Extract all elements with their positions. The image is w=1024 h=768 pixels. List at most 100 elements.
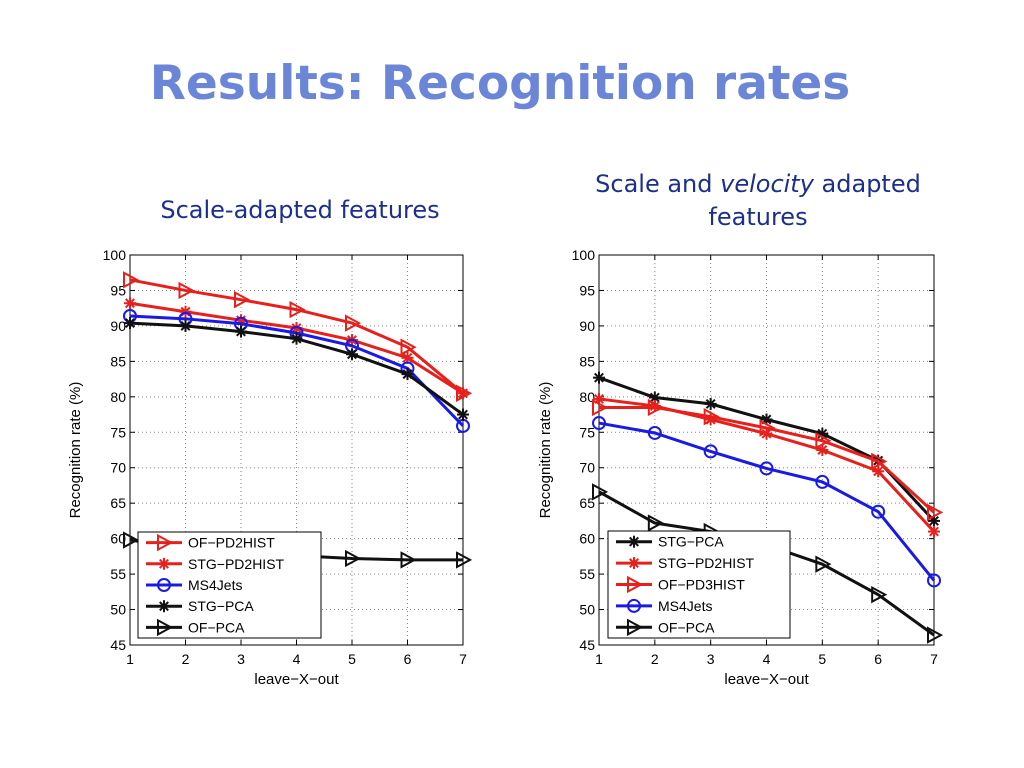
legend-marker	[627, 575, 644, 594]
x-axis-label: leave−X−out	[254, 671, 339, 688]
legend-marker	[628, 557, 640, 570]
right-title-prefix: Scale and	[595, 170, 721, 198]
x-tick-label: 1	[595, 651, 603, 667]
series-ms4jets	[592, 416, 941, 588]
data-point	[927, 503, 944, 522]
data-point	[759, 461, 774, 476]
legend-label: STG−PD2HIST	[658, 555, 755, 571]
y-tick-label: 70	[110, 460, 126, 476]
data-point	[927, 626, 944, 644]
legend-marker	[157, 578, 171, 592]
data-point	[457, 387, 469, 400]
x-tick-label: 2	[651, 651, 659, 667]
y-tick-label: 45	[110, 637, 126, 653]
data-point	[928, 525, 940, 538]
data-point	[815, 555, 832, 573]
y-tick-label: 70	[579, 460, 595, 476]
legend-marker	[158, 600, 170, 613]
data-point	[871, 585, 888, 604]
legend-label: OF−PCA	[658, 619, 715, 635]
data-point	[400, 338, 417, 356]
series-stg-pca	[124, 317, 469, 421]
data-point	[703, 407, 720, 426]
data-point	[871, 452, 888, 471]
x-tick-label: 7	[930, 651, 938, 667]
data-point	[456, 551, 473, 569]
y-tick-label: 55	[110, 566, 126, 582]
y-tick-label: 50	[110, 602, 126, 618]
right-title-suffix: adapted features	[708, 170, 921, 231]
data-point	[592, 483, 609, 501]
legend-marker	[628, 535, 640, 548]
series-of-pd2hist	[123, 271, 473, 402]
legend-marker	[627, 618, 644, 636]
data-point	[289, 300, 306, 319]
x-tick-label: 6	[874, 651, 882, 667]
x-tick-label: 3	[237, 651, 245, 667]
y-tick-label: 85	[579, 353, 595, 369]
y-tick-label: 100	[572, 247, 596, 263]
x-tick-label: 2	[182, 651, 190, 667]
data-point	[871, 504, 886, 519]
data-point	[178, 281, 195, 300]
data-point	[647, 425, 662, 440]
y-tick-label: 60	[110, 531, 126, 547]
y-tick-label: 85	[110, 353, 126, 369]
series-line	[599, 405, 936, 514]
data-point	[592, 416, 606, 431]
legend-label: STG−PD2HIST	[188, 556, 285, 572]
data-point	[704, 397, 717, 410]
legend-marker	[627, 598, 641, 613]
legend-label: OF−PD3HIST	[658, 577, 745, 593]
x-tick-label: 1	[126, 651, 134, 667]
data-point	[457, 408, 469, 421]
x-tick-label: 4	[293, 651, 301, 667]
data-point	[124, 297, 136, 310]
data-point	[124, 317, 136, 330]
slide-title: Results: Recognition rates	[149, 56, 851, 111]
x-tick-label: 6	[404, 651, 412, 667]
series-line	[129, 278, 464, 395]
x-tick-label: 5	[348, 651, 356, 667]
x-tick-label: 3	[707, 651, 715, 667]
data-point	[401, 368, 414, 381]
y-tick-label: 65	[110, 495, 126, 511]
x-tick-label: 5	[818, 651, 826, 667]
y-axis-label: Recognition rate (%)	[537, 382, 554, 519]
data-point	[927, 573, 941, 588]
y-axis-label: Recognition rate (%)	[67, 382, 84, 519]
legend-label: STG−PCA	[658, 534, 724, 550]
legend-label: STG−PCA	[188, 598, 254, 614]
data-point	[815, 432, 832, 450]
data-point	[234, 290, 251, 309]
data-point	[647, 398, 664, 417]
data-point	[815, 474, 830, 489]
data-point	[759, 419, 776, 437]
legend-marker	[157, 618, 174, 637]
legend-label: OF−PCA	[188, 619, 245, 635]
y-tick-label: 75	[579, 424, 595, 440]
data-point	[123, 531, 140, 549]
right-title-emphasis: velocity	[720, 170, 814, 198]
series-line	[598, 421, 936, 582]
legend-label: MS4Jets	[188, 577, 242, 593]
x-tick-label: 4	[763, 651, 771, 667]
left-chart-title: Scale-adapted features	[160, 196, 440, 224]
y-tick-label: 90	[579, 318, 595, 334]
y-tick-label: 90	[110, 318, 126, 334]
y-tick-label: 100	[103, 247, 127, 263]
data-point	[400, 551, 417, 569]
data-point	[703, 444, 718, 459]
y-tick-label: 60	[579, 531, 595, 547]
y-tick-label: 65	[579, 495, 595, 511]
y-tick-label: 75	[110, 424, 126, 440]
x-tick-label: 7	[459, 651, 467, 667]
y-tick-label: 80	[579, 389, 595, 405]
data-point	[290, 332, 303, 345]
legend-label: OF−PD2HIST	[188, 535, 275, 551]
y-tick-label: 55	[579, 566, 595, 582]
data-point	[179, 319, 192, 332]
y-tick-label: 80	[110, 389, 126, 405]
